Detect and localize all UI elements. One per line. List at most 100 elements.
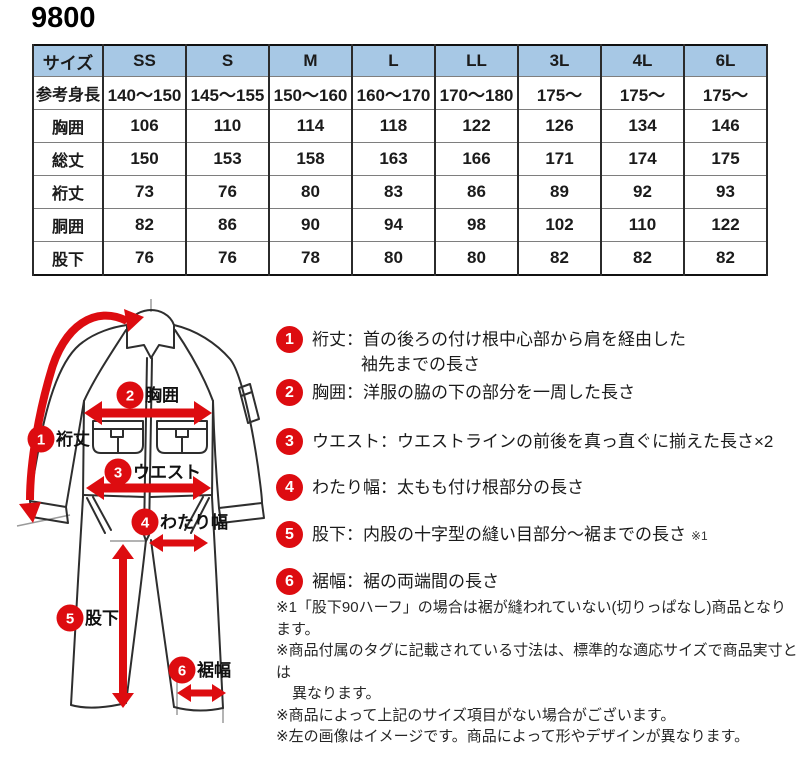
size-table-row: 胴囲 82 86 90 94 98 102 110 122 <box>32 208 768 242</box>
size-table-row: 総丈 150 153 158 163 166 171 174 175 <box>32 142 768 176</box>
size-column-header: LL <box>434 44 519 77</box>
size-cell: 158 <box>268 142 353 176</box>
legend-item-hem-width: 6 裾幅：裾の両端間の長さ <box>276 568 499 595</box>
size-cell: 106 <box>102 109 187 143</box>
left-sleeve-inner <box>65 400 85 508</box>
footnote-line: ※商品によって上記のサイズ項目がない場合がございます。 <box>276 706 676 724</box>
right-chest-pocket <box>156 420 208 454</box>
size-cell: 150〜160 <box>268 76 353 110</box>
size-column-header: 6L <box>683 44 768 77</box>
size-cell: 126 <box>517 109 602 143</box>
callout-1-badge <box>27 425 55 453</box>
size-cell: 110 <box>185 109 270 143</box>
body-right-edge <box>211 400 214 498</box>
legend-1-badge: 1 <box>276 326 303 353</box>
left-hem <box>70 702 127 709</box>
size-cell: 86 <box>185 208 270 242</box>
size-cell: 134 <box>600 109 685 143</box>
size-cell: 160〜170 <box>351 76 436 110</box>
callout-4-label: わたり幅 <box>160 512 228 532</box>
legend-6-badge: 6 <box>276 568 303 595</box>
legend-5-badge: 5 <box>276 521 303 548</box>
pen-pocket <box>238 383 260 424</box>
coverall-measurement-diagram: 1 裄丈 2 胸囲 3 ウエスト 4 わたり幅 5 股下 6 裾幅 <box>16 299 265 723</box>
callout-6-badge <box>168 656 196 684</box>
size-row-label: 参考身長 <box>32 76 104 110</box>
size-cell: 170〜180 <box>434 76 519 110</box>
measurement-arrows <box>19 309 226 708</box>
size-column-header: SS <box>102 44 187 77</box>
size-cell: 163 <box>351 142 436 176</box>
callout-3-badge <box>104 458 132 486</box>
size-row-label: 総丈 <box>32 142 104 176</box>
size-cell: 122 <box>683 208 768 242</box>
legend-item-waist: 3 ウエスト：ウエストラインの前後を真っ直ぐに揃えた長さ×2 <box>276 428 773 455</box>
svg-text:1: 1 <box>37 432 45 449</box>
size-cell: 118 <box>351 109 436 143</box>
size-cell: 175 <box>683 142 768 176</box>
svg-text:2: 2 <box>126 388 134 405</box>
size-cell: 150 <box>102 142 187 176</box>
size-cell: 171 <box>517 142 602 176</box>
footnote-line: 異なります。 <box>292 685 381 702</box>
legend-5-note-ref: ※1 <box>691 529 708 543</box>
size-cell: 76 <box>185 175 270 209</box>
left-chest-pocket <box>92 420 144 454</box>
body-left-edge <box>82 400 85 498</box>
size-cell: 94 <box>351 208 436 242</box>
size-table-row: 胸囲 106 110 114 118 122 126 134 146 <box>32 109 768 143</box>
legend-4-badge: 4 <box>276 474 303 501</box>
legend-2-badge: 2 <box>276 379 303 406</box>
size-cell: 110 <box>600 208 685 242</box>
right-raglan-seam <box>174 329 214 402</box>
svg-text:5: 5 <box>66 611 74 628</box>
size-cell: 92 <box>600 175 685 209</box>
size-cell: 76 <box>102 241 187 276</box>
inseam-arrow <box>112 544 134 708</box>
size-cell: 82 <box>102 208 187 242</box>
left-leg-inner <box>125 539 147 704</box>
chest-arrow <box>84 401 212 425</box>
legend-item-thigh-width: 4 わたり幅：太もも付け根部分の長さ <box>276 474 584 501</box>
callout-1-label: 裄丈 <box>55 430 90 449</box>
size-cell: 166 <box>434 142 519 176</box>
size-column-header: S <box>185 44 270 77</box>
size-table: サイズ SS S M L LL 3L 4L 6L 参考身長 140〜150 145〜155 150〜1… <box>32 44 768 276</box>
size-cell: 82 <box>600 241 685 276</box>
thigh-width-arrow <box>149 534 208 552</box>
legend-2-text: 胸囲：洋服の脇の下の部分を一周した長さ <box>312 383 635 402</box>
footnote-line: ※1「股下90ハーフ」の場合は裾が縫われていない(切りっぱなし)商品となります。 <box>276 599 787 638</box>
legend-1-text-line2: 袖先までの長さ <box>361 355 480 374</box>
size-cell: 86 <box>434 175 519 209</box>
diagram-callouts: 1 裄丈 2 胸囲 3 ウエスト 4 わたり幅 5 股下 6 裾幅 <box>27 381 231 684</box>
size-cell: 175〜 <box>683 76 768 110</box>
size-row-label: 胴囲 <box>32 208 104 242</box>
size-cell: 102 <box>517 208 602 242</box>
size-cell: 73 <box>102 175 187 209</box>
legend-5-text: 股下：内股の十字型の縫い目部分〜裾までの長さ <box>312 525 686 544</box>
footnote-line: ※左の画像はイメージです。商品によって形やデザインが異なります。 <box>276 728 750 745</box>
size-cell: 83 <box>351 175 436 209</box>
left-slant-pocket <box>86 496 112 534</box>
size-cell: 146 <box>683 109 768 143</box>
size-cell: 174 <box>600 142 685 176</box>
size-table-header: サイズ SS S M L LL 3L 4L 6L <box>32 44 768 77</box>
size-cell: 89 <box>517 175 602 209</box>
size-row-label: 胸囲 <box>32 109 104 143</box>
size-cell: 175〜 <box>517 76 602 110</box>
left-leg-outer <box>70 496 84 706</box>
size-cell: 80 <box>268 175 353 209</box>
size-table-row: 参考身長 140〜150 145〜155 150〜160 160〜170 170〜180 1… <box>32 76 768 110</box>
callout-6-label: 裾幅 <box>197 660 231 680</box>
sleeve-length-arrow <box>19 309 144 523</box>
size-cell: 140〜150 <box>102 76 187 110</box>
size-cell: 82 <box>517 241 602 276</box>
size-cell: 175〜 <box>600 76 685 110</box>
callout-2-label: 胸囲 <box>145 385 179 405</box>
right-cuff <box>218 502 265 524</box>
svg-text:6: 6 <box>178 663 186 680</box>
collar-notch <box>126 344 175 359</box>
legend-3-text: ウエスト：ウエストラインの前後を真っ直ぐに揃えた長さ×2 <box>312 432 774 451</box>
size-cell: 82 <box>683 241 768 276</box>
